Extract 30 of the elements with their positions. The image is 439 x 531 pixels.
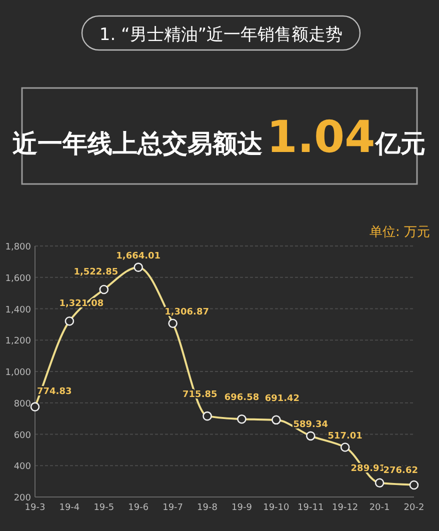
data-label: 1,664.01 <box>116 251 161 262</box>
y-tick-label: 1,400 <box>5 305 32 316</box>
data-label: 1,522.85 <box>74 267 118 278</box>
x-tick-label: 19-8 <box>197 503 218 513</box>
x-tick-label: 19-5 <box>94 503 114 513</box>
data-label: 696.58 <box>224 393 260 404</box>
y-axis-title: 单位: 万元 <box>369 225 430 240</box>
x-tick-label: 19-9 <box>232 503 252 513</box>
y-tick-label: 1,000 <box>5 368 32 378</box>
y-tick-label: 1,600 <box>5 274 32 284</box>
y-tick-label: 400 <box>14 462 32 472</box>
y-tick-label: 1,800 <box>5 242 32 252</box>
x-tick-label: 19-3 <box>24 503 46 513</box>
chart-title: 1. “男士精油”近一年销售额走势 <box>99 25 343 45</box>
data-label: 276.62 <box>383 466 418 476</box>
x-tick-label: 20-2 <box>404 503 424 513</box>
data-label: 691.42 <box>264 394 300 404</box>
x-tick-label: 19-4 <box>59 503 80 513</box>
y-tick-label: 600 <box>14 430 32 441</box>
x-tick-label: 19-12 <box>332 503 358 513</box>
x-tick-label: 19-6 <box>128 503 149 513</box>
y-tick-label: 800 <box>14 399 32 410</box>
x-tick-label: 19-11 <box>298 503 324 513</box>
data-label: 589.34 <box>293 420 328 430</box>
x-tick-label: 19-10 <box>263 503 290 513</box>
x-tick-label: 20-1 <box>369 503 390 513</box>
x-tick-label: 19-7 <box>162 503 184 513</box>
y-tick-label: 200 <box>14 494 32 504</box>
y-tick-label: 1,200 <box>5 336 32 347</box>
data-label: 517.01 <box>328 431 362 442</box>
